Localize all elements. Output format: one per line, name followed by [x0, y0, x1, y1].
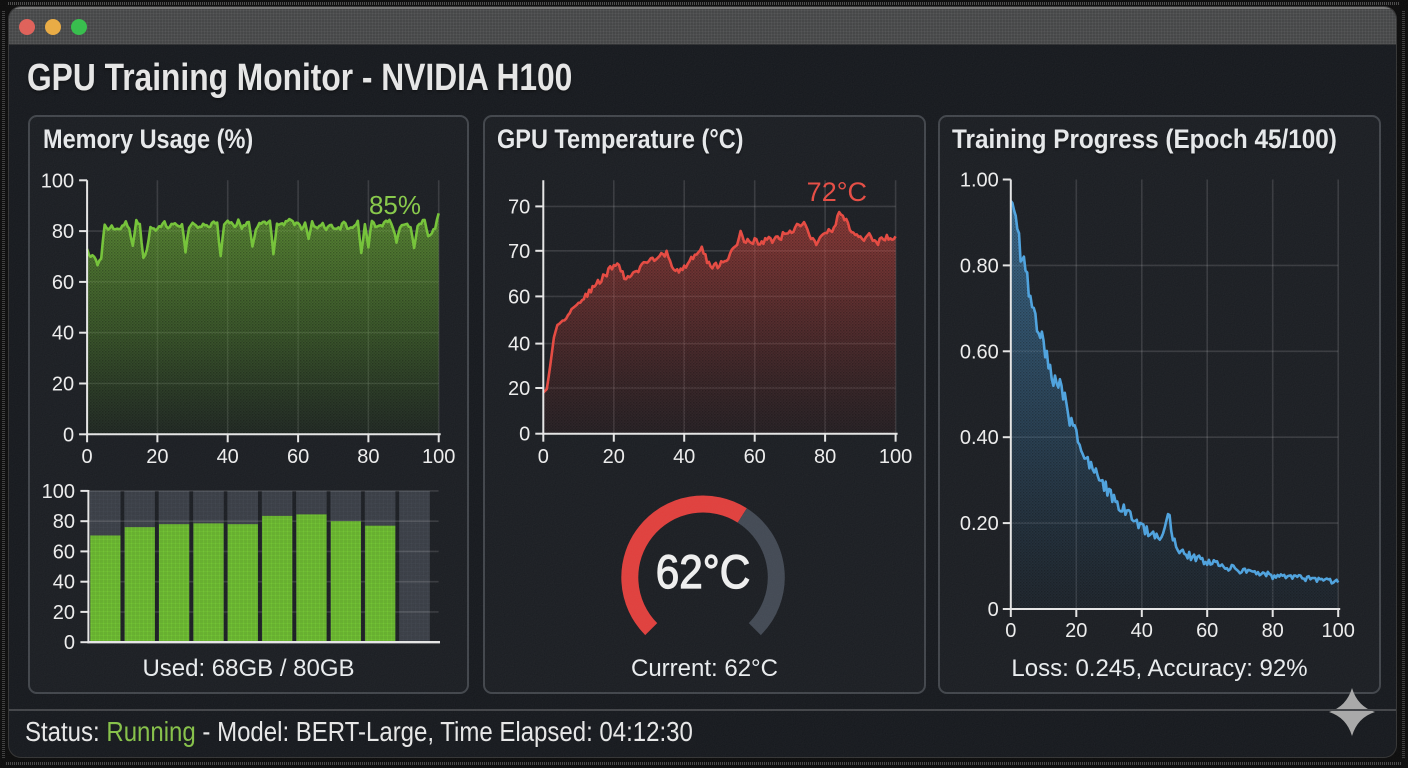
svg-text:80: 80: [52, 221, 74, 243]
svg-text:0: 0: [1005, 620, 1016, 642]
svg-text:20: 20: [53, 602, 75, 624]
svg-text:20: 20: [508, 378, 530, 400]
svg-text:100: 100: [422, 446, 455, 468]
svg-text:40: 40: [52, 323, 74, 345]
svg-text:100: 100: [1322, 620, 1355, 642]
svg-text:60: 60: [287, 446, 309, 468]
svg-text:60: 60: [508, 286, 530, 308]
svg-text:0.60: 0.60: [960, 341, 999, 363]
svg-text:60: 60: [53, 541, 75, 563]
svg-text:20: 20: [603, 446, 625, 468]
svg-text:0: 0: [82, 446, 93, 468]
svg-text:40: 40: [53, 572, 75, 594]
svg-text:1.00: 1.00: [960, 170, 999, 192]
svg-text:0.20: 0.20: [960, 513, 999, 535]
svg-text:0: 0: [64, 632, 75, 654]
svg-text:0: 0: [63, 424, 74, 446]
svg-text:100: 100: [41, 170, 74, 192]
svg-text:40: 40: [217, 446, 239, 468]
svg-text:0: 0: [519, 424, 530, 446]
svg-text:72°C: 72°C: [807, 177, 867, 207]
svg-text:0: 0: [988, 599, 999, 621]
svg-text:100: 100: [42, 481, 75, 503]
svg-text:80: 80: [53, 511, 75, 533]
svg-text:20: 20: [146, 446, 168, 468]
svg-text:60: 60: [1196, 620, 1218, 642]
svg-text:70: 70: [508, 196, 530, 218]
svg-text:20: 20: [1065, 620, 1087, 642]
svg-text:70: 70: [508, 241, 530, 263]
svg-text:40: 40: [673, 446, 695, 468]
svg-text:100: 100: [879, 446, 912, 468]
svg-text:80: 80: [1262, 620, 1284, 642]
svg-text:0: 0: [538, 446, 549, 468]
svg-text:85%: 85%: [369, 190, 421, 220]
svg-text:80: 80: [814, 446, 836, 468]
svg-text:80: 80: [357, 446, 379, 468]
svg-text:20: 20: [52, 374, 74, 396]
svg-text:0.40: 0.40: [960, 427, 999, 449]
svg-text:40: 40: [508, 334, 530, 356]
svg-text:0.80: 0.80: [960, 255, 999, 277]
svg-text:60: 60: [52, 272, 74, 294]
svg-text:40: 40: [1131, 620, 1153, 642]
svg-text:60: 60: [744, 446, 766, 468]
